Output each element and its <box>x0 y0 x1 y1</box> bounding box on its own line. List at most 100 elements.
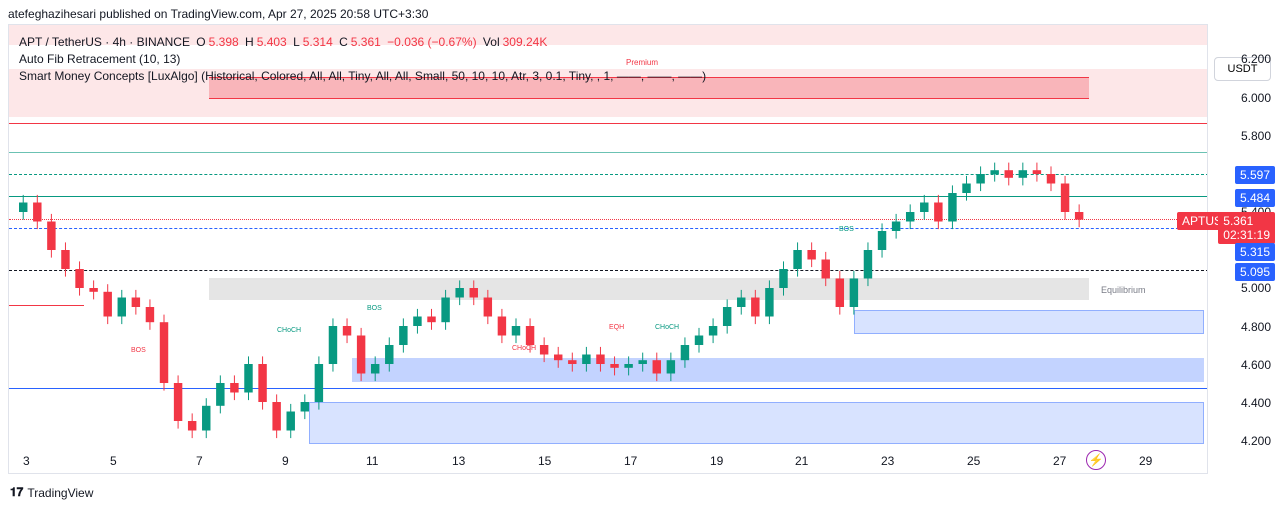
xtick: 29 <box>1139 454 1153 468</box>
legend-smc[interactable]: Smart Money Concepts [LuxAlgo] (Historic… <box>19 69 707 83</box>
candle-body <box>300 402 310 412</box>
legend-fib[interactable]: Auto Fib Retracement (10, 13) <box>19 52 181 66</box>
candle-body <box>596 354 605 364</box>
candle-body <box>610 364 619 368</box>
tradingview-logo-icon: 𝟏𝟕 <box>10 485 24 499</box>
xtick: 7 <box>196 454 203 468</box>
candle-body <box>1004 170 1013 178</box>
legend-ohlc: APT / TetherUS · 4h · BINANCE O 5.398 H 5.… <box>19 35 550 49</box>
candle-body <box>722 307 732 326</box>
publisher-line: atefeghazihesari published on TradingVie… <box>8 7 429 21</box>
candle-body <box>19 202 28 212</box>
xtick: 21 <box>795 454 809 468</box>
close-value: 5.361 <box>350 35 381 49</box>
discount-zone-small <box>854 310 1204 334</box>
candle-body <box>230 383 239 393</box>
candle-body <box>976 174 985 184</box>
fib-line-3 <box>9 196 1207 197</box>
discount-zone <box>309 402 1204 444</box>
ytick: 6.000 <box>1240 91 1271 105</box>
candle-body <box>525 326 535 345</box>
candle-body <box>399 326 408 345</box>
candle-body <box>807 250 816 260</box>
candle-body <box>934 202 943 222</box>
h-label: H <box>245 35 254 49</box>
candle-body <box>1074 212 1084 220</box>
candle-body <box>652 360 661 374</box>
red-support-line <box>9 305 84 306</box>
candle-body <box>779 269 788 288</box>
candle-body <box>765 288 774 317</box>
candle-body <box>539 345 549 355</box>
price-badge-5315: 5.315 <box>1234 243 1275 261</box>
brand-text: TradingView <box>27 485 94 500</box>
l-label: L <box>293 35 300 49</box>
candle-body <box>1032 170 1042 174</box>
change-value: −0.036 (−0.67%) <box>387 35 477 49</box>
chart-pane[interactable]: Premium Equilibrium BOS CHoCH BOS CHoCH … <box>8 24 1208 474</box>
xtick: 13 <box>452 454 466 468</box>
candle-body <box>863 250 873 279</box>
candle-body <box>413 316 422 326</box>
candle-body <box>920 202 929 212</box>
xtick: 19 <box>710 454 724 468</box>
high-value: 5.403 <box>256 35 287 49</box>
candle-body <box>103 291 112 317</box>
xtick: 25 <box>967 454 981 468</box>
bos-label-3: BOS <box>839 226 854 233</box>
candle-body <box>131 297 141 307</box>
candle-body <box>694 335 704 345</box>
footer-brand[interactable]: 𝟏𝟕 TradingView <box>10 485 93 500</box>
price-badge-5095: 5.095 <box>1234 263 1275 281</box>
candle-body <box>877 231 887 250</box>
bos-label-2: BOS <box>367 305 382 312</box>
candle-body <box>905 212 915 222</box>
candle-body <box>737 297 746 307</box>
candle-body <box>638 360 647 364</box>
fib-line-5 <box>9 270 1207 271</box>
c-label: C <box>339 35 348 49</box>
candle-body <box>680 345 690 361</box>
candle-body <box>314 364 324 402</box>
countdown: 02:31:19 <box>1223 228 1270 242</box>
candle-body <box>835 278 845 307</box>
xtick: 27 <box>1053 454 1067 468</box>
candle-body <box>708 326 718 336</box>
candle-body <box>159 322 169 383</box>
ytick: 4.200 <box>1240 434 1271 448</box>
price-badge-5484: 5.484 <box>1234 189 1275 207</box>
current-price-badge: 5.361 02:31:19 <box>1218 212 1275 244</box>
candle-body <box>61 250 70 269</box>
currency-button[interactable]: USDT <box>1214 57 1271 81</box>
volume-value: 309.24K <box>502 35 548 49</box>
resistance-line <box>9 123 1207 124</box>
candle-body <box>1046 174 1056 184</box>
price-axis[interactable]: USDT 6.200 6.000 5.800 5.400 5.000 4.800… <box>1176 24 1281 474</box>
vol-label: Vol <box>482 35 500 49</box>
ytick: 4.400 <box>1240 396 1271 410</box>
o-label: O <box>196 35 206 49</box>
price-badge-5597: 5.597 <box>1234 166 1275 184</box>
fib-line-4 <box>9 228 1207 229</box>
candles-svg <box>19 162 1084 439</box>
candle-body <box>455 288 464 298</box>
support-line <box>9 388 1207 389</box>
equilibrium-zone <box>209 278 1089 300</box>
candle-body <box>554 354 563 361</box>
discount-zone-dark <box>352 358 1204 382</box>
ytick: 5.800 <box>1240 129 1271 143</box>
xtick: 3 <box>23 454 30 468</box>
symbol-text: APT / TetherUS · 4h · BINANCE <box>19 35 190 49</box>
eqh-label: EQH <box>609 324 625 331</box>
candle-body <box>568 360 577 364</box>
xtick: 15 <box>538 454 552 468</box>
candle-body <box>469 288 478 298</box>
lightning-icon[interactable]: ⚡ <box>1086 450 1106 470</box>
fib-line-1 <box>9 152 1207 153</box>
current-price: 5.361 <box>1223 214 1254 228</box>
fib-line-2 <box>9 174 1207 175</box>
candle-body <box>187 421 197 431</box>
candle-body <box>328 326 338 364</box>
candle-body <box>441 297 450 323</box>
candle-body <box>286 411 295 431</box>
